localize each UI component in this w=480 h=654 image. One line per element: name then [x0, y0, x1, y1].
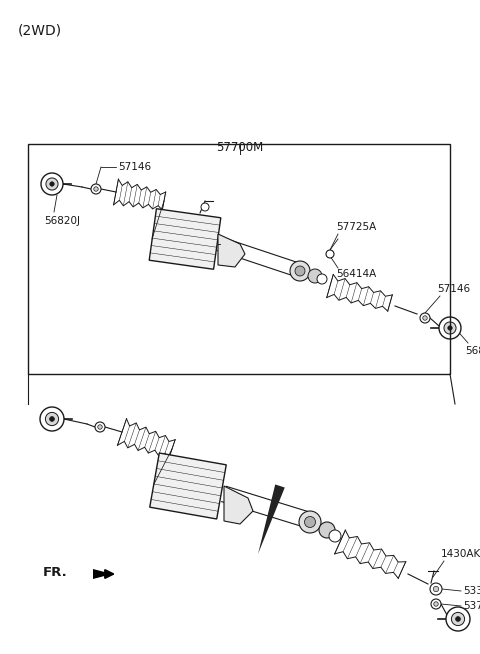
Circle shape [304, 517, 315, 528]
Circle shape [308, 269, 322, 283]
Circle shape [299, 511, 321, 533]
Circle shape [430, 583, 442, 595]
Circle shape [431, 599, 441, 609]
Text: (2WD): (2WD) [18, 24, 62, 38]
Circle shape [434, 602, 438, 606]
Circle shape [46, 413, 59, 426]
Circle shape [290, 261, 310, 281]
Circle shape [444, 322, 456, 334]
Circle shape [91, 184, 101, 194]
Text: 57700M: 57700M [216, 141, 264, 154]
Circle shape [317, 274, 327, 284]
Polygon shape [218, 234, 245, 267]
Circle shape [201, 203, 209, 211]
Text: 53725: 53725 [463, 601, 480, 611]
Text: FR.: FR. [43, 566, 68, 579]
Circle shape [46, 178, 58, 190]
Circle shape [456, 617, 460, 621]
Text: 57146: 57146 [437, 284, 470, 294]
Circle shape [40, 407, 64, 431]
Bar [28, 144, 450, 374]
Circle shape [439, 317, 461, 339]
Text: 1430AK: 1430AK [441, 549, 480, 559]
Polygon shape [150, 453, 226, 519]
Circle shape [295, 266, 305, 276]
Circle shape [41, 173, 63, 195]
Polygon shape [224, 486, 253, 524]
Circle shape [420, 313, 430, 323]
Circle shape [329, 530, 341, 542]
Circle shape [423, 316, 427, 320]
Text: 57146: 57146 [118, 162, 151, 172]
Circle shape [319, 522, 335, 538]
Polygon shape [93, 569, 112, 579]
Circle shape [95, 422, 105, 432]
Polygon shape [258, 485, 285, 554]
Circle shape [49, 417, 54, 421]
Circle shape [326, 250, 334, 258]
Text: 53371C: 53371C [463, 586, 480, 596]
Circle shape [446, 607, 470, 631]
Circle shape [448, 326, 452, 330]
Circle shape [451, 612, 465, 626]
Text: 56820J: 56820J [44, 216, 80, 226]
Circle shape [98, 424, 102, 429]
Text: 57725A: 57725A [336, 222, 376, 232]
Text: 56820H: 56820H [465, 346, 480, 356]
Circle shape [50, 182, 54, 186]
Circle shape [433, 586, 439, 592]
Polygon shape [149, 209, 221, 269]
Circle shape [94, 187, 98, 191]
Text: 56414A: 56414A [336, 269, 376, 279]
